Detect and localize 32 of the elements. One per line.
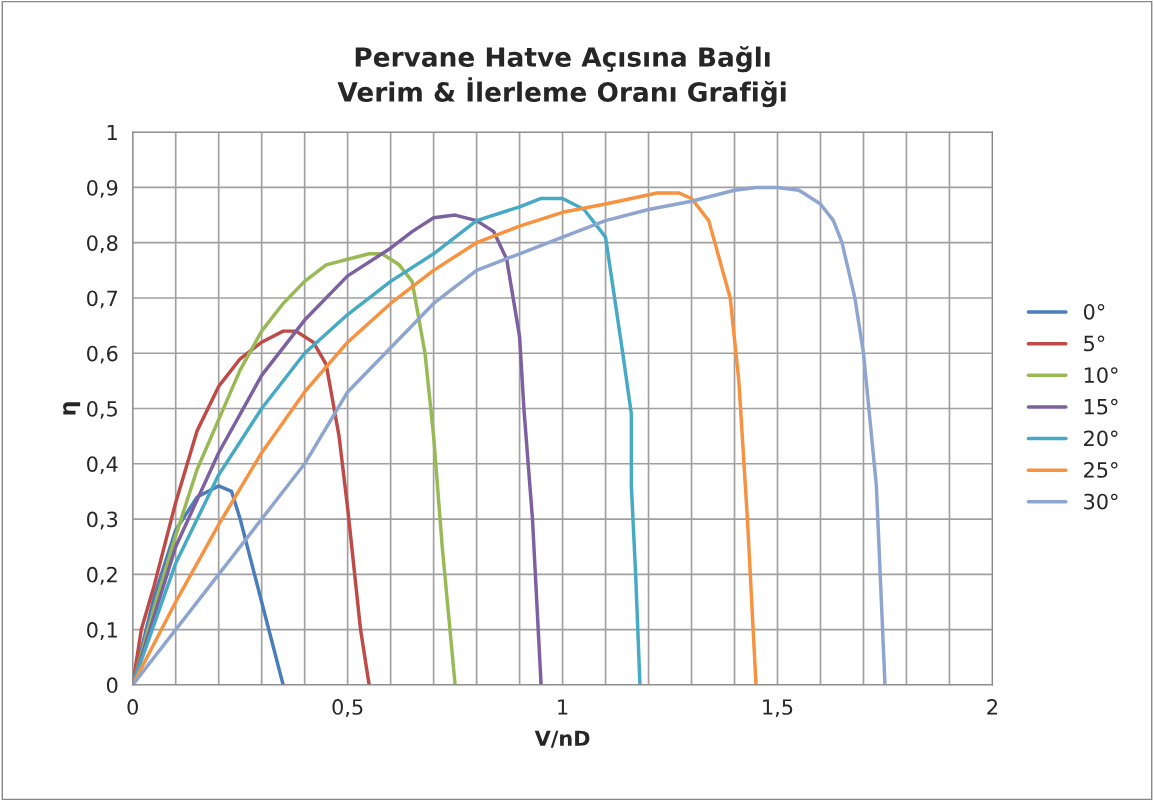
legend-label: 0° [1083,303,1105,320]
line-series [132,185,887,685]
y-axis-title: η [63,402,81,415]
y-tick-label: 0,6 [87,345,118,364]
legend-label: 15° [1084,398,1118,415]
y-tick-label: 1 [107,124,117,141]
x-axis-title: V/nD [534,730,590,748]
legend-label: 10° [1084,367,1118,383]
x-tick-label: 1 [558,699,568,715]
x-tick-label: 1,5 [763,699,793,717]
legend-label: 30° [1084,493,1118,510]
y-tick-label: 0,4 [87,456,118,475]
legend-label: 5° [1084,335,1105,352]
line-series [132,252,457,685]
y-tick-label: 0 [106,677,118,694]
y-tick-label: 0,5 [87,400,117,419]
legend-label: 25° [1084,462,1118,478]
line-series [132,191,758,685]
y-tick-label: 0,3 [87,511,118,530]
x-tick-label: 0,5 [332,699,363,717]
x-tick-label: 2 [987,699,997,715]
y-tick-label: 0,7 [87,290,118,309]
y-tick-label: 0,9 [87,179,118,198]
y-tick-label: 0,1 [87,622,117,640]
line-series [132,196,642,685]
y-tick-label: 0,8 [87,235,118,254]
line-series [132,329,371,685]
legend-label: 20° [1084,430,1118,447]
y-tick-label: 0,2 [87,566,117,585]
line-series [132,213,543,685]
chart-title: Pervane Hatve Açısına Bağlı Verim & İlerleme Oranı Grafiği [337,45,786,108]
x-tick-label: 0 [127,699,138,715]
